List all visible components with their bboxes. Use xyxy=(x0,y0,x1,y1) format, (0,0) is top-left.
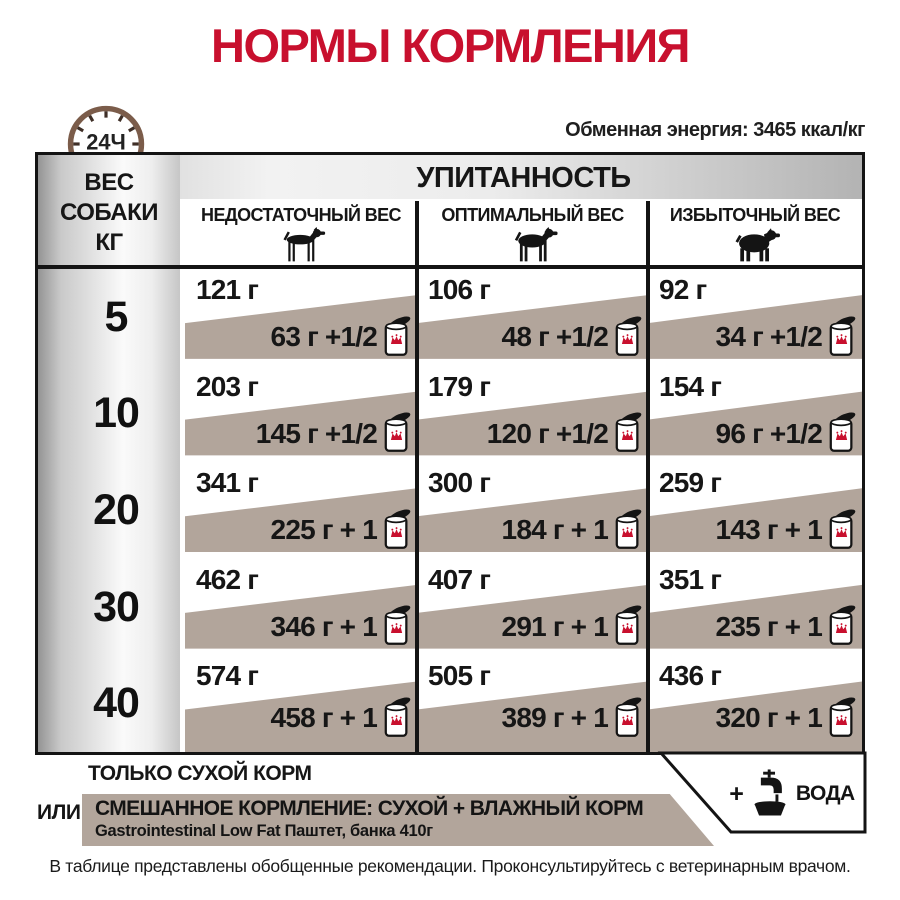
weight-value: 40 xyxy=(93,679,140,728)
ration-cell: 154 г 96 г +1/2 xyxy=(648,366,862,463)
wet-food-can-icon xyxy=(382,316,412,359)
mixed-ration: 63 г +1/2 xyxy=(270,321,378,353)
dry-ration: 92 г xyxy=(659,274,707,305)
wet-food-can-icon xyxy=(827,412,857,455)
mixed-ration: 346 г + 1 xyxy=(270,610,378,642)
thin-dog-icon xyxy=(274,227,328,263)
wet-food-can-icon xyxy=(382,697,412,740)
header-divider xyxy=(38,265,862,269)
wet-food-can-icon xyxy=(613,509,643,552)
weight-value: 10 xyxy=(93,389,140,438)
ration-cell: 203 г 145 г +1/2 xyxy=(185,366,417,463)
column-divider xyxy=(646,201,650,752)
weight-value: 20 xyxy=(93,485,140,534)
ration-cell: 179 г 120 г +1/2 xyxy=(417,366,648,463)
footer-note: В таблице представлены обобщенные рекоме… xyxy=(49,856,851,876)
ration-cell: 351 г 235 г + 1 xyxy=(648,559,862,656)
mixed-ration: 184 г + 1 xyxy=(501,514,609,546)
overweight-dog-icon xyxy=(728,227,782,263)
mixed-ration: 145 г +1/2 xyxy=(255,417,378,449)
wet-food-can-icon xyxy=(827,605,857,648)
mixed-ration: 320 г + 1 xyxy=(715,702,823,734)
mixed-ration: 120 г +1/2 xyxy=(486,417,609,449)
mixed-ration: 96 г +1/2 xyxy=(715,417,823,449)
ration-cell: 92 г 34 г +1/2 xyxy=(648,269,862,366)
column-divider xyxy=(415,201,419,752)
ration-grid: 121 г 63 г +1/2 106 г 48 г +1/2 92 г 34 … xyxy=(185,269,862,752)
wet-food-can-icon xyxy=(382,412,412,455)
dry-ration: 106 г xyxy=(428,274,491,305)
mixed-ration: 225 г + 1 xyxy=(270,514,378,546)
mixed-ration: 143 г + 1 xyxy=(715,514,823,546)
ration-cell: 341 г 225 г + 1 xyxy=(185,462,417,559)
dry-ration: 407 г xyxy=(428,563,491,595)
water-box xyxy=(657,751,867,834)
mixed-ration: 48 г +1/2 xyxy=(501,321,609,353)
metabolic-energy-label: Обменная энергия: 3465 ккал/кг xyxy=(565,119,865,141)
wet-food-can-icon xyxy=(827,697,857,740)
dry-ration: 203 г xyxy=(196,370,259,402)
plus-sign: + xyxy=(729,779,744,808)
ration-cell: 505 г 389 г + 1 xyxy=(417,655,648,752)
mixed-ration: 458 г + 1 xyxy=(270,702,378,734)
column-underweight: НЕДОСТАТОЧНЫЙ ВЕС xyxy=(185,199,417,265)
dry-ration: 574 г xyxy=(196,660,259,692)
weight-column-header: ВЕС СОБАКИ КГ xyxy=(60,169,158,256)
wet-food-can-icon xyxy=(613,605,643,648)
condition-subheader: НЕДОСТАТОЧНЫЙ ВЕС ОПТИМАЛЬНЫЙ ВЕС ИЗБЫТО… xyxy=(185,199,862,265)
water-tap-bowl-icon xyxy=(749,769,791,819)
wet-food-can-icon xyxy=(382,509,412,552)
dry-ration: 505 г xyxy=(428,660,491,692)
dry-ration: 121 г xyxy=(196,274,259,305)
dry-ration: 259 г xyxy=(659,467,722,499)
feeding-table: УПИТАННОСТЬ ВЕС СОБАКИ КГ 5 10 20 30 40 … xyxy=(35,152,865,755)
dry-ration: 179 г xyxy=(428,370,491,402)
dry-ration: 436 г xyxy=(659,660,722,692)
water-reminder: + ВОДА xyxy=(722,764,862,824)
ration-cell: 436 г 320 г + 1 xyxy=(648,655,862,752)
ration-cell: 407 г 291 г + 1 xyxy=(417,559,648,656)
ration-cell: 300 г 184 г + 1 xyxy=(417,462,648,559)
weight-column: ВЕС СОБАКИ КГ 5 10 20 30 40 xyxy=(38,155,180,752)
mixed-ration: 389 г + 1 xyxy=(501,702,609,734)
legend-dry-only: ТОЛЬКО СУХОЙ КОРМ xyxy=(88,762,312,785)
weight-value: 30 xyxy=(93,582,140,631)
ration-cell: 259 г 143 г + 1 xyxy=(648,462,862,559)
wet-food-can-icon xyxy=(827,316,857,359)
mixed-ration: 235 г + 1 xyxy=(715,610,823,642)
water-label: ВОДА xyxy=(795,782,855,805)
legend-mixed-subtitle: Gastrointestinal Low Fat Паштет, банка 4… xyxy=(95,822,433,840)
wet-food-can-icon xyxy=(613,697,643,740)
wet-food-can-icon xyxy=(613,412,643,455)
legend-or: ИЛИ xyxy=(37,801,81,824)
dry-ration: 462 г xyxy=(196,563,259,595)
optimal-dog-icon xyxy=(506,227,560,263)
legend-mixed-feeding: СМЕШАННОЕ КОРМЛЕНИЕ: СУХОЙ + ВЛАЖНЫЙ КОР… xyxy=(82,794,714,846)
dry-ration: 154 г xyxy=(659,370,722,402)
condition-header: УПИТАННОСТЬ xyxy=(416,162,631,194)
ration-cell: 121 г 63 г +1/2 xyxy=(185,269,417,366)
column-optimal: ОПТИМАЛЬНЫЙ ВЕС xyxy=(417,199,648,265)
weight-value: 5 xyxy=(104,292,129,341)
mixed-ration: 291 г + 1 xyxy=(501,610,609,642)
legend-mixed-title: СМЕШАННОЕ КОРМЛЕНИЕ: СУХОЙ + ВЛАЖНЫЙ КОР… xyxy=(95,797,644,820)
wet-food-can-icon xyxy=(613,316,643,359)
dry-ration: 300 г xyxy=(428,467,491,499)
ration-cell: 462 г 346 г + 1 xyxy=(185,559,417,656)
ration-cell: 106 г 48 г +1/2 xyxy=(417,269,648,366)
ration-cell: 574 г 458 г + 1 xyxy=(185,655,417,752)
mixed-ration: 34 г +1/2 xyxy=(715,321,823,353)
wet-food-can-icon xyxy=(827,509,857,552)
clock-label: 24Ч xyxy=(86,129,126,154)
column-overweight: ИЗБЫТОЧНЫЙ ВЕС xyxy=(648,199,862,265)
dry-ration: 351 г xyxy=(659,563,722,595)
dry-ration: 341 г xyxy=(196,467,259,499)
page-title: НОРМЫ КОРМЛЕНИЯ xyxy=(211,19,690,72)
wet-food-can-icon xyxy=(382,605,412,648)
